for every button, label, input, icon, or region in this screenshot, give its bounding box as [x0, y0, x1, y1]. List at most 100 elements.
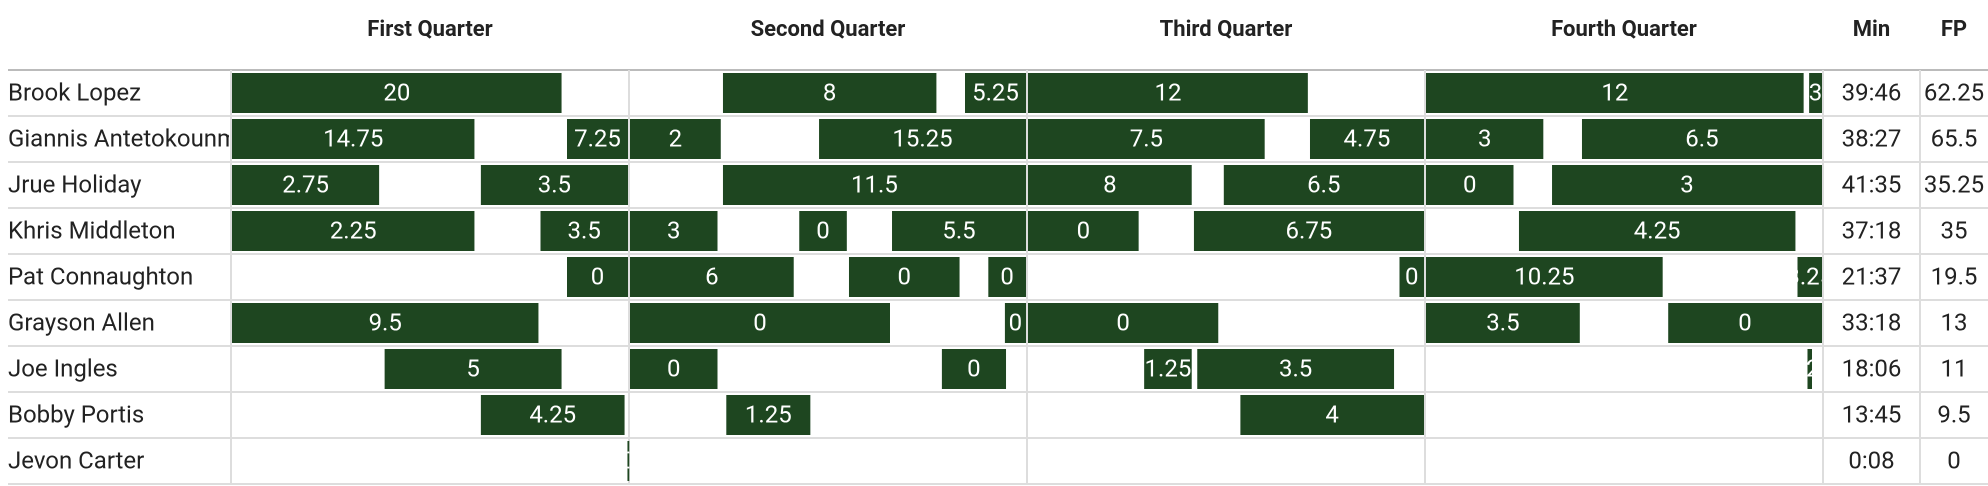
stint-label: 0: [1405, 262, 1419, 290]
stint-label: 4: [1325, 400, 1339, 428]
stint-bar: [1028, 211, 1139, 251]
fantasy-points: 65.5: [1931, 124, 1978, 152]
stint-bar: [1309, 119, 1424, 159]
stint-bar: [1668, 303, 1822, 343]
stint-label: 2.75: [282, 170, 329, 198]
stint-bar: [722, 73, 937, 113]
fantasy-points: 19.5: [1931, 262, 1978, 290]
stint-label: 3: [1809, 78, 1823, 106]
stint-bar: [630, 119, 721, 159]
stint-bar: [232, 165, 380, 205]
stint: 9.5: [232, 303, 539, 343]
stint: 3: [1809, 73, 1823, 113]
minutes: 13:45: [1842, 400, 1902, 428]
minutes: 21:37: [1842, 262, 1902, 290]
stint-label: 3.5: [1279, 354, 1312, 382]
stint-label: 0: [667, 354, 681, 382]
stint-label: 9.5: [369, 308, 402, 336]
stint-label: 0: [1116, 308, 1130, 336]
minutes: 39:46: [1842, 78, 1902, 106]
stint-label: 3.5: [568, 216, 601, 244]
stint: 0: [627, 441, 630, 481]
stint: 20: [232, 73, 562, 113]
stint-label: 2.25: [330, 216, 377, 244]
stint: 3: [1552, 165, 1822, 205]
minutes: 38:27: [1842, 124, 1902, 152]
stint-label: 0: [1000, 262, 1014, 290]
stint-bar: [1193, 211, 1424, 251]
stint-bar: [540, 211, 628, 251]
player-name: Joe Ingles: [8, 354, 118, 382]
stint-label: 7.25: [574, 124, 621, 152]
stint-label: 3.25: [1786, 262, 1833, 290]
stint-bar: [1144, 349, 1192, 389]
column-header: FP: [1941, 17, 1967, 42]
stint-bar: [726, 395, 811, 435]
stint: 4: [1240, 395, 1424, 435]
stint-bar: [1552, 165, 1822, 205]
stint-bar: [384, 349, 562, 389]
stint: 6.5: [1581, 119, 1822, 159]
stint-bar: [1807, 349, 1813, 389]
stint-label: 0: [1009, 308, 1023, 336]
stint: 3.25: [1786, 257, 1833, 297]
stint: 2: [630, 119, 721, 159]
stint: 1.25: [1144, 349, 1192, 389]
stint-label: 0: [753, 308, 767, 336]
stint: 2.75: [232, 165, 380, 205]
stint-label: 6.5: [1307, 170, 1340, 198]
stint-bar: [480, 395, 625, 435]
stint-label: 8: [1103, 170, 1117, 198]
player-name: Jevon Carter: [8, 446, 144, 474]
stint-bar: [1809, 73, 1822, 113]
stint-label: 3: [1478, 124, 1492, 152]
column-header: Second Quarter: [751, 17, 906, 42]
stint: 5.5: [892, 211, 1026, 251]
stint-label: 4.25: [529, 400, 576, 428]
stint-label: 0: [1077, 216, 1091, 244]
fantasy-points: 11: [1941, 354, 1968, 382]
stint-label: 12: [1154, 78, 1181, 106]
stint-bar: [566, 257, 628, 297]
stint: 3.5: [480, 165, 628, 205]
stint-bar: [941, 349, 1007, 389]
stint-label: 4.25: [1634, 216, 1681, 244]
stint: 5: [384, 349, 562, 389]
stint: 0: [1028, 303, 1219, 343]
minutes: 18:06: [1842, 354, 1902, 382]
stint-bar: [892, 211, 1026, 251]
stint-label: 15.25: [892, 124, 952, 152]
stint-bar: [630, 303, 891, 343]
stint-bar: [232, 119, 475, 159]
stint-label: 5: [466, 354, 480, 382]
fantasy-points: 35.25: [1924, 170, 1984, 198]
stint-bar: [988, 257, 1026, 297]
stint-bar: [1240, 395, 1424, 435]
stint: 0: [799, 211, 847, 251]
player-name: Bobby Portis: [8, 400, 144, 428]
stint: 15.25: [819, 119, 1026, 159]
stint-label: 3.5: [538, 170, 571, 198]
stint-bar: [1581, 119, 1822, 159]
stint-bar: [1426, 73, 1804, 113]
stint-bar: [480, 165, 628, 205]
stint-label: 6.5: [1685, 124, 1718, 152]
stint-label: 0: [967, 354, 981, 382]
stint-bar: [232, 73, 562, 113]
stint: 2.25: [232, 211, 475, 251]
stint: 0: [1426, 165, 1514, 205]
stint-label: 3: [667, 216, 681, 244]
stint: 0: [941, 349, 1007, 389]
stint: 6.75: [1193, 211, 1424, 251]
stint-label: 0: [816, 216, 830, 244]
stint-bar: [1797, 257, 1822, 297]
stint: 7.5: [1028, 119, 1265, 159]
stint-label: 20: [383, 78, 410, 106]
player-name: Grayson Allen: [8, 308, 155, 336]
player-name: Giannis Antetokounmpo: [8, 124, 265, 152]
stint: 4.25: [1518, 211, 1796, 251]
stint: 3.5: [1197, 349, 1395, 389]
stint-label: 6: [705, 262, 719, 290]
stint-bar: [232, 303, 539, 343]
